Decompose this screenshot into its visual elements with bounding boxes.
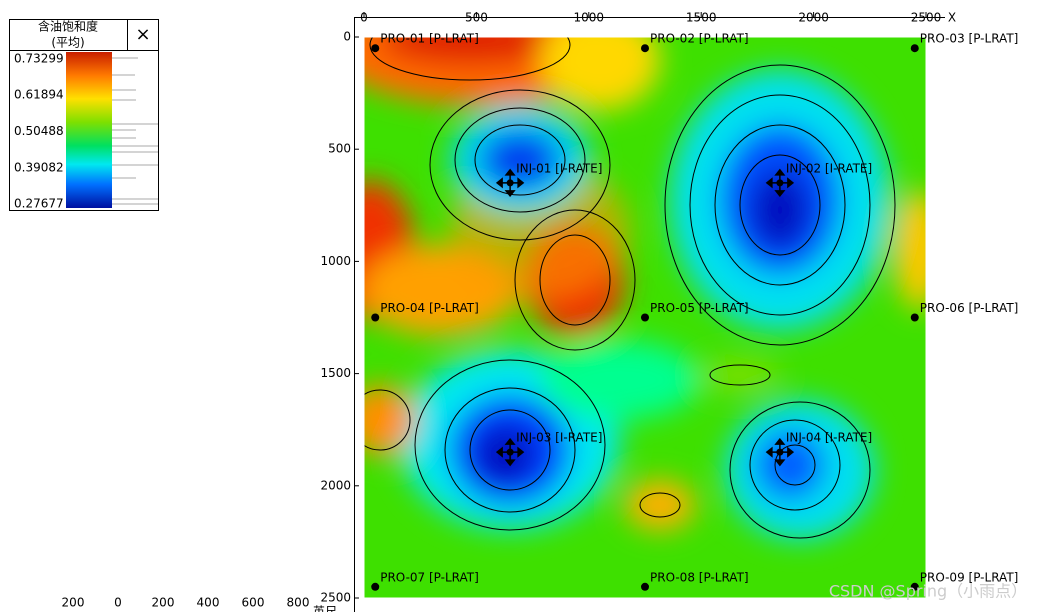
well-label: PRO-05 [P-LRAT] (650, 301, 749, 315)
x-tick-label: 2000 (798, 11, 829, 25)
producer-well (641, 44, 649, 53)
producer-well (371, 313, 380, 322)
injector-dot (776, 179, 784, 187)
x-tick-label: 0 (360, 11, 368, 25)
injector-well (765, 168, 795, 198)
well-label: INJ-03 [I-RATE] (516, 431, 602, 445)
x-tick-label: 1000 (574, 11, 605, 25)
legend-label: 0.61894 (14, 88, 64, 102)
y-tick-label: 0 (343, 30, 351, 44)
injector-dot (776, 448, 784, 456)
close-button[interactable]: × (135, 24, 150, 45)
legend-label: 0.27677 (14, 197, 64, 211)
scale-unit: 英尺 (313, 605, 337, 612)
injector-dot (506, 448, 514, 456)
producer-well (641, 582, 649, 591)
x-tick-label: 1500 (686, 11, 717, 25)
scale-label: 200 (152, 596, 175, 610)
injector-well (495, 168, 525, 198)
well-label: PRO-01 [P-LRAT] (380, 32, 479, 46)
scale-label: 0 (114, 596, 122, 610)
scale-label: 800 (287, 596, 310, 610)
watermark: CSDN @Spring（小雨点） (829, 582, 1027, 601)
legend-label: 0.39082 (14, 160, 64, 174)
legend-label: 0.73299 (14, 52, 64, 66)
injector-dot (506, 179, 514, 187)
legend-title: 含油饱和度 (38, 19, 98, 34)
y-tick-label: 1000 (320, 254, 351, 268)
y-tick-label: 2000 (320, 478, 351, 492)
well-label: PRO-04 [P-LRAT] (380, 301, 479, 315)
producer-well (910, 44, 919, 53)
well-label: INJ-02 [I-RATE] (786, 161, 872, 175)
well-label: PRO-07 [P-LRAT] (380, 570, 479, 584)
producer-well (641, 313, 649, 322)
scale-label: 600 (242, 596, 265, 610)
scale-label: 200 (62, 596, 85, 610)
well-label: PRO-09 [P-LRAT] (920, 570, 1019, 584)
y-tick-label: 2500 (320, 591, 351, 605)
contour-map (364, 37, 926, 598)
injector-well (495, 437, 525, 467)
y-tick-label: 500 (328, 142, 351, 156)
color-bar (66, 52, 112, 208)
producer-well (371, 44, 380, 53)
legend-label: 0.50488 (14, 124, 64, 138)
x-tick-label: 2500 (911, 11, 942, 25)
legend-subtitle: (平均) (51, 36, 84, 50)
x-axis-label: X (948, 11, 956, 25)
well-label: PRO-03 [P-LRAT] (920, 32, 1019, 46)
scale-label: 400 (197, 596, 220, 610)
producer-well (910, 582, 919, 591)
y-tick-label: 1500 (320, 366, 351, 380)
map-frame (363, 36, 927, 599)
well-label: INJ-01 [I-RATE] (516, 161, 602, 175)
well-label: INJ-04 [I-RATE] (786, 431, 872, 445)
x-tick-label: 500 (465, 11, 488, 25)
producer-well (910, 313, 919, 322)
well-label: PRO-02 [P-LRAT] (650, 32, 749, 46)
histogram (112, 57, 158, 205)
well-label: PRO-08 [P-LRAT] (650, 570, 749, 584)
producer-well (371, 582, 380, 591)
well-label: PRO-06 [P-LRAT] (920, 301, 1019, 315)
injector-well (765, 437, 795, 467)
